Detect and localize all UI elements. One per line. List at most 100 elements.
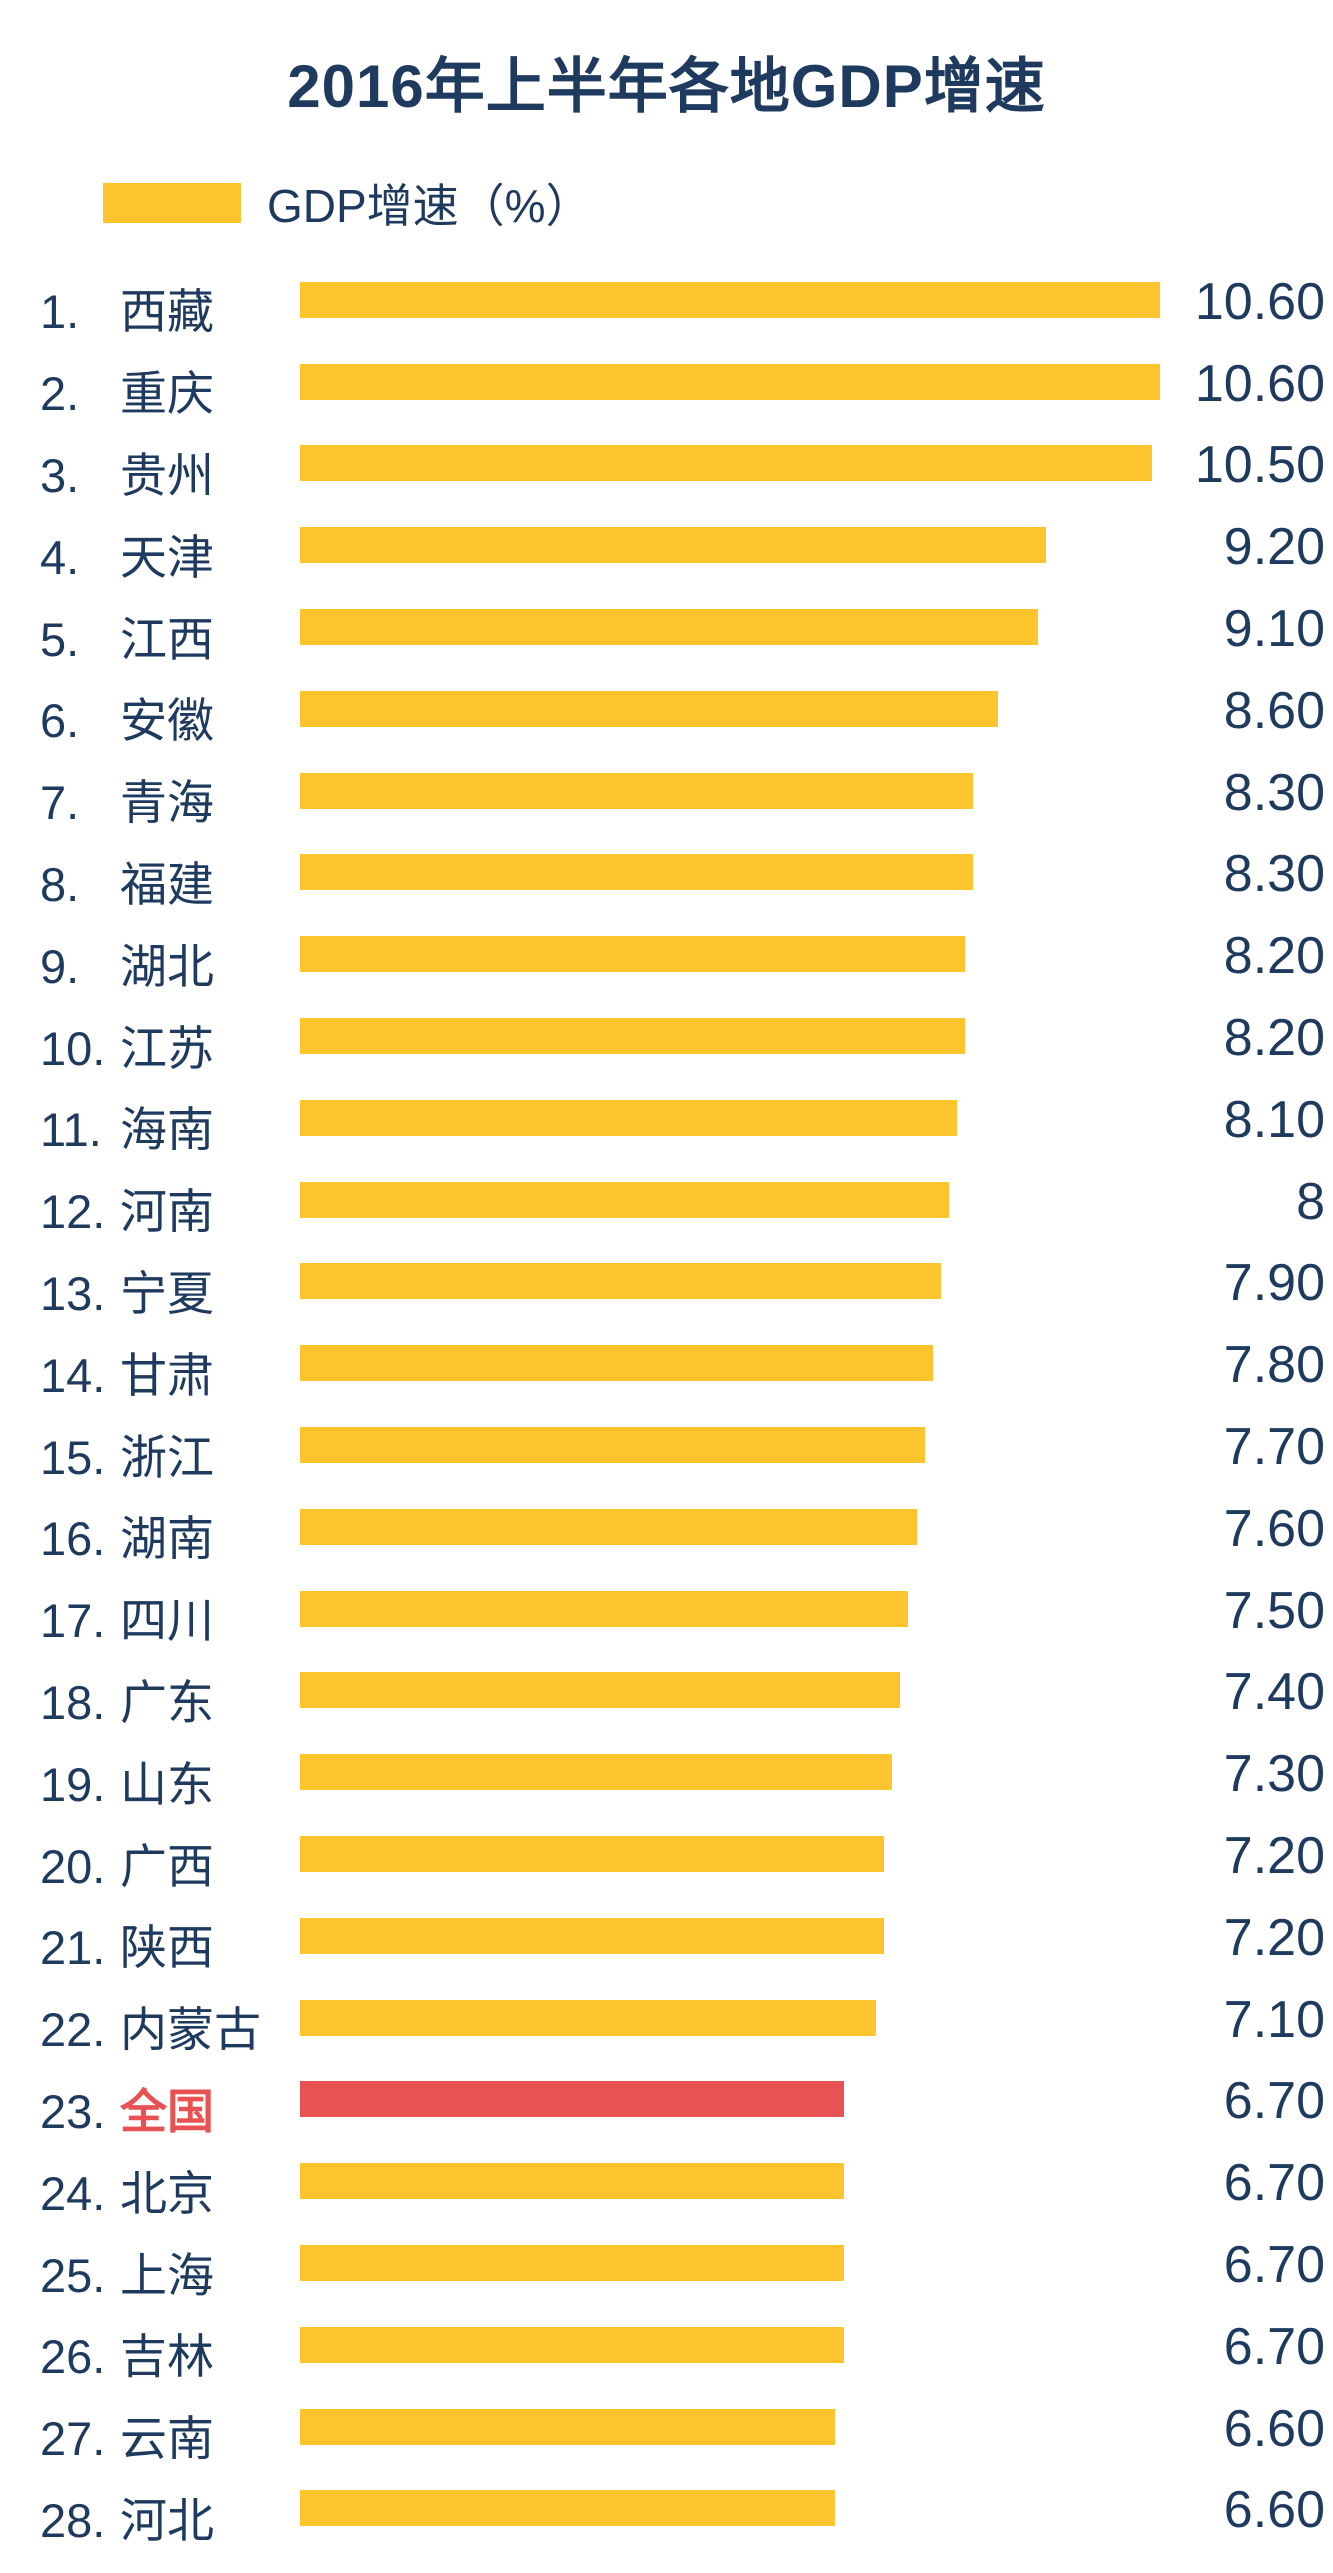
bar-track (300, 1345, 1160, 1382)
row-value: 8.30 (1223, 845, 1325, 904)
row-value: 7.10 (1223, 1990, 1325, 2049)
chart-row: 25. 上海 6.70 (0, 2222, 1333, 2304)
row-region-name: 四川 (120, 1594, 214, 1648)
bar-track (300, 854, 1160, 891)
row-region-name: 福建 (120, 857, 214, 911)
row-region-name: 广西 (120, 1839, 214, 1893)
row-value: 7.70 (1223, 1418, 1325, 1477)
bar-track (300, 1836, 1160, 1873)
bar (300, 854, 974, 891)
row-value: 6.60 (1223, 2481, 1325, 2540)
row-label: 4. 天津 (0, 519, 300, 588)
row-value: 8.60 (1223, 681, 1325, 740)
row-rank: 28. (40, 2493, 106, 2547)
bar (300, 1754, 893, 1791)
legend-swatch (103, 183, 241, 223)
row-value: 6.70 (1223, 2236, 1325, 2295)
bar-track (300, 2490, 1160, 2527)
bar (300, 363, 1160, 400)
row-value: 9.20 (1223, 518, 1325, 577)
row-label: 28. 河北 (0, 2482, 300, 2551)
row-rank: 14. (40, 1348, 106, 1402)
row-rank: 20. (40, 1839, 106, 1893)
bar (300, 936, 966, 973)
bar-track (300, 363, 1160, 400)
row-value: 8.30 (1223, 763, 1325, 822)
row-region-name: 江西 (120, 612, 214, 666)
chart-row: 19. 山东 7.30 (0, 1731, 1333, 1813)
chart-row: 22. 内蒙古 7.10 (0, 1977, 1333, 2059)
row-label: 1. 西藏 (0, 273, 300, 342)
bar (300, 445, 1152, 482)
bar-track (300, 2408, 1160, 2445)
row-rank: 21. (40, 1921, 106, 1975)
row-region-name: 全国 (120, 2084, 214, 2138)
bar (300, 1508, 917, 1545)
bar-track (300, 1590, 1160, 1627)
row-rank: 10. (40, 1021, 106, 1075)
row-region-name: 河北 (120, 2493, 214, 2547)
row-label: 23. 全国 (0, 2073, 300, 2142)
row-value: 6.70 (1223, 2317, 1325, 2376)
row-rank: 7. (40, 776, 80, 830)
row-label: 15. 浙江 (0, 1419, 300, 1488)
row-rank: 2. (40, 367, 80, 421)
chart-row: 23. 全国 6.70 (0, 2059, 1333, 2141)
row-value: 10.60 (1194, 272, 1325, 331)
bar (300, 609, 1039, 646)
row-rank: 1. (40, 285, 80, 339)
legend-label: GDP增速（%） (267, 180, 592, 232)
bar-chart-rows: 1. 西藏 10.60 2. 重庆 10.60 3. 贵州 10.50 4. 天… (0, 259, 1333, 2549)
row-rank: 9. (40, 939, 80, 993)
bar (300, 2245, 844, 2282)
bar-track (300, 445, 1160, 482)
bar (300, 2408, 836, 2445)
chart-row: 15. 浙江 7.70 (0, 1404, 1333, 1486)
bar (300, 1345, 933, 1382)
bar (300, 2326, 844, 2363)
bar-track (300, 2245, 1160, 2282)
row-region-name: 北京 (120, 2166, 214, 2220)
row-rank: 15. (40, 1430, 106, 1484)
row-value: 6.70 (1223, 2072, 1325, 2131)
bar-track (300, 1999, 1160, 2036)
bar (300, 1672, 901, 1709)
bar-track (300, 2163, 1160, 2200)
chart-row: 7. 青海 8.30 (0, 750, 1333, 832)
row-value: 6.60 (1223, 2399, 1325, 2458)
bar-track (300, 1754, 1160, 1791)
row-rank: 16. (40, 1512, 106, 1566)
row-value: 7.80 (1223, 1336, 1325, 1395)
row-region-name: 青海 (120, 776, 214, 830)
row-region-name: 西藏 (120, 285, 214, 339)
row-value: 7.60 (1223, 1499, 1325, 1558)
row-region-name: 重庆 (120, 367, 214, 421)
bar-track (300, 690, 1160, 727)
row-label: 3. 贵州 (0, 437, 300, 506)
page-title: 2016年上半年各地GDP增速 (287, 53, 1046, 120)
row-rank: 22. (40, 2003, 106, 2057)
bar-track (300, 2081, 1160, 2118)
chart-row: 3. 贵州 10.50 (0, 423, 1333, 505)
row-value: 7.40 (1223, 1663, 1325, 1722)
row-region-name: 江苏 (120, 1021, 214, 1075)
row-rank: 24. (40, 2166, 106, 2220)
row-label: 2. 重庆 (0, 355, 300, 424)
row-region-name: 内蒙古 (120, 2003, 261, 2057)
bar (300, 1590, 909, 1627)
chart-row: 4. 天津 9.20 (0, 504, 1333, 586)
row-region-name: 湖南 (120, 1512, 214, 1566)
row-label: 25. 上海 (0, 2237, 300, 2306)
chart-row: 13. 宁夏 7.90 (0, 1241, 1333, 1323)
chart-row: 21. 陕西 7.20 (0, 1895, 1333, 1977)
chart-row: 16. 湖南 7.60 (0, 1486, 1333, 1568)
row-region-name: 山东 (120, 1757, 214, 1811)
bar (300, 1099, 958, 1136)
row-region-name: 天津 (120, 530, 214, 584)
bar (300, 1181, 950, 1218)
row-rank: 5. (40, 612, 80, 666)
row-value: 7.20 (1223, 1908, 1325, 1967)
row-label: 11. 海南 (0, 1091, 300, 1160)
chart-row: 6. 安徽 8.60 (0, 668, 1333, 750)
row-label: 12. 河南 (0, 1173, 300, 1242)
